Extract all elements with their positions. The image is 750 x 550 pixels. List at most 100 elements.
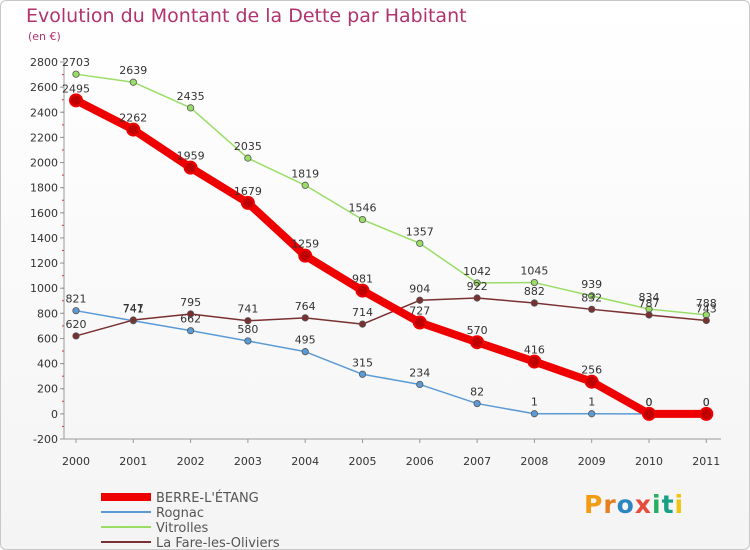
data-label-la-fare-les-oliviers: 882 [524,285,545,298]
data-label-rognac: 495 [295,334,316,347]
data-label-vitrolles: 1045 [520,265,548,278]
data-label-rognac: 741 [123,303,144,316]
data-point-vitrolles [244,154,252,162]
data-point-berre-l-tang [584,374,599,389]
data-point-vitrolles [416,239,424,247]
y-tick-label: 400 [37,358,58,371]
data-label-vitrolles: 939 [581,278,602,291]
data-label-vitrolles: 2639 [119,64,147,77]
data-label-berre-l-tang: 727 [409,305,430,318]
data-label-vitrolles: 1042 [463,265,491,278]
data-point-rognac [244,337,252,345]
data-point-vitrolles [530,278,539,287]
data-label-rognac: 0 [703,396,710,409]
data-label-rognac: 234 [409,366,430,379]
data-label-vitrolles: 834 [639,291,660,304]
data-point-vitrolles [358,215,367,224]
data-label-la-fare-les-oliviers: 741 [237,303,258,316]
data-label-la-fare-les-oliviers: 832 [581,291,602,304]
data-label-vitrolles: 1819 [291,167,319,180]
x-tick-label: 2006 [406,455,434,468]
x-tick-label: 2002 [177,455,205,468]
data-point-berre-l-tang [183,160,198,175]
x-tick-label: 2001 [119,455,147,468]
data-point-rognac [588,410,596,418]
data-point-berre-l-tang [240,195,255,210]
data-label-berre-l-tang: 256 [581,364,602,377]
logo-letter: o [616,490,635,519]
data-point-rognac [301,348,309,356]
data-point-la-fare-les-oliviers [645,311,653,319]
data-label-berre-l-tang: 1679 [234,185,262,198]
data-point-la-fare-les-oliviers [416,296,424,304]
data-point-la-fare-les-oliviers [588,305,596,313]
data-point-rognac [530,410,539,418]
data-point-la-fare-les-oliviers [187,310,195,318]
data-label-vitrolles: 2703 [62,56,90,69]
data-label-berre-l-tang: 1259 [291,238,319,251]
data-point-berre-l-tang [470,335,485,350]
data-point-berre-l-tang [355,283,370,298]
data-point-vitrolles [187,104,195,112]
series-line-la-fare-les-oliviers [75,297,708,337]
data-point-berre-l-tang [298,248,313,263]
logo-letter: t [661,490,675,519]
y-tick-label: 2000 [30,157,58,170]
x-tick-label: 2008 [520,455,548,468]
series-line-rognac [75,309,708,415]
data-label-berre-l-tang: 0 [703,396,710,409]
y-tick-label: 800 [37,307,58,320]
data-label-la-fare-les-oliviers: 904 [409,282,430,295]
logo-letter: i [652,490,662,519]
data-label-la-fare-les-oliviers: 787 [639,297,660,310]
legend-label: BERRE-L'ÉTANG [156,490,259,506]
data-point-la-fare-les-oliviers [530,299,539,307]
proxiti-logo: Proxiti [584,490,684,519]
y-tick-label: 1000 [30,282,58,295]
data-label-berre-l-tang: 416 [524,344,545,357]
data-label-rognac: 0 [646,396,653,409]
data-label-berre-l-tang: 0 [646,396,653,409]
data-label-la-fare-les-oliviers: 922 [467,280,488,293]
data-label-berre-l-tang: 2495 [62,82,90,95]
data-point-la-fare-les-oliviers [301,314,309,322]
data-label-rognac: 315 [352,356,373,369]
y-tick-label: -200 [33,433,58,446]
data-label-la-fare-les-oliviers: 795 [180,296,201,309]
data-point-berre-l-tang [699,406,714,421]
data-point-rognac [72,307,80,315]
data-point-berre-l-tang [527,354,542,369]
x-tick-label: 2011 [692,455,720,468]
data-label-berre-l-tang: 2262 [119,112,147,125]
x-tick-label: 2000 [62,455,90,468]
x-tick-label: 2005 [349,455,377,468]
chart-unit-label: (en €) [28,30,61,43]
y-tick-label: 0 [51,408,58,421]
y-tick-label: 1800 [30,182,58,195]
data-point-vitrolles [72,70,80,78]
logo-letter: P [584,490,604,519]
legend-label: Vitrolles [156,521,209,536]
data-label-la-fare-les-oliviers: 620 [66,318,87,331]
y-tick-label: 1400 [30,232,58,245]
legend-label: La Fare-les-Oliviers [156,536,280,550]
legend-label: Rognac [156,506,204,521]
data-point-berre-l-tang [69,93,83,108]
data-point-berre-l-tang [412,315,427,330]
chart-title: Evolution du Montant de la Dette par Hab… [26,5,467,27]
y-tick-label: 2600 [30,81,58,94]
data-point-rognac [416,380,424,389]
data-point-vitrolles [473,279,481,287]
data-label-rognac: 662 [180,313,201,326]
data-label-berre-l-tang: 1959 [177,150,205,163]
data-point-la-fare-les-oliviers [129,316,137,324]
data-point-rognac [187,327,195,335]
data-point-vitrolles [301,181,309,189]
data-label-rognac: 1 [531,396,538,409]
data-label-la-fare-les-oliviers: 764 [295,300,316,313]
logo-letter: i [674,490,685,519]
y-tick-label: 600 [37,332,58,345]
data-label-vitrolles: 2435 [177,90,205,103]
